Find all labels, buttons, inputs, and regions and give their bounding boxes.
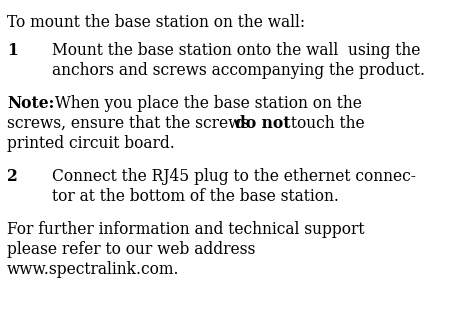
Text: touch the: touch the	[286, 115, 365, 132]
Text: screws, ensure that the screws: screws, ensure that the screws	[7, 115, 254, 132]
Text: 1: 1	[7, 42, 18, 59]
Text: Mount the base station onto the wall  using the: Mount the base station onto the wall usi…	[52, 42, 420, 59]
Text: anchors and screws accompanying the product.: anchors and screws accompanying the prod…	[52, 62, 425, 79]
Text: do not: do not	[235, 115, 291, 132]
Text: tor at the bottom of the base station.: tor at the bottom of the base station.	[52, 188, 339, 205]
Text: For further information and technical support: For further information and technical su…	[7, 221, 365, 238]
Text: printed circuit board.: printed circuit board.	[7, 135, 175, 152]
Text: www.spectralink.com.: www.spectralink.com.	[7, 261, 180, 278]
Text: Note:: Note:	[7, 95, 54, 112]
Text: 2: 2	[7, 168, 18, 185]
Text: When you place the base station on the: When you place the base station on the	[50, 95, 362, 112]
Text: please refer to our web address: please refer to our web address	[7, 241, 256, 258]
Text: To mount the base station on the wall:: To mount the base station on the wall:	[7, 14, 305, 31]
Text: Connect the RJ45 plug to the ethernet connec-: Connect the RJ45 plug to the ethernet co…	[52, 168, 416, 185]
